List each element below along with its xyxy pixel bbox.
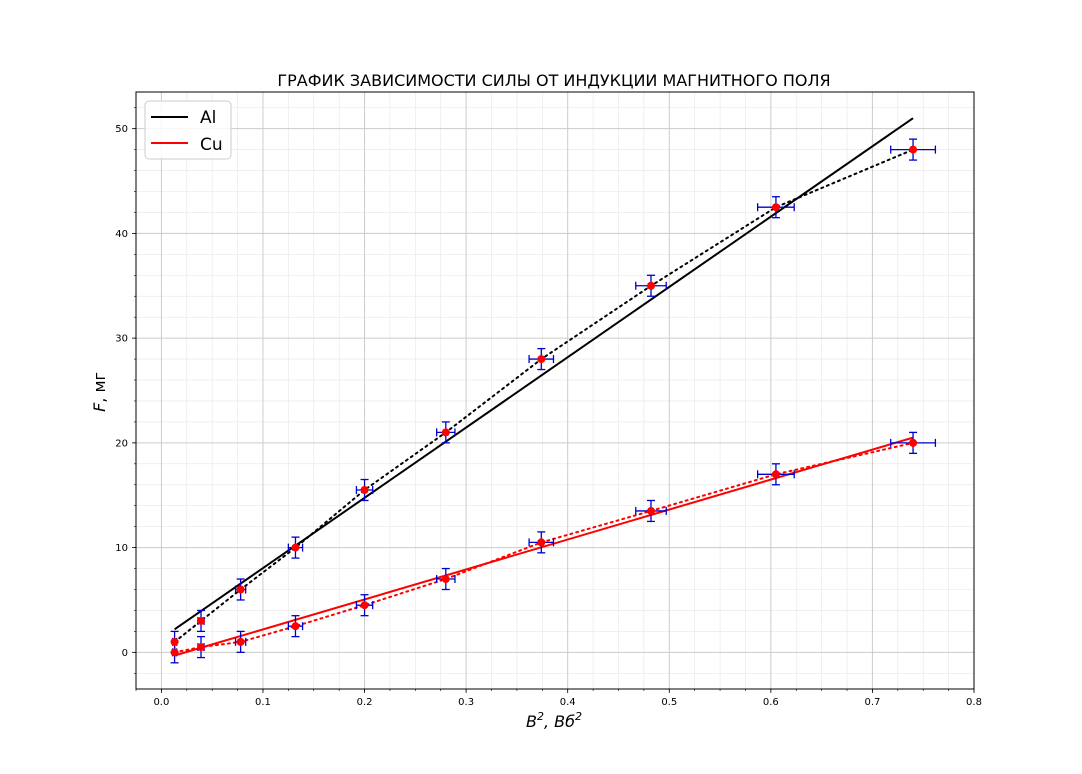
grid	[135, 92, 975, 689]
x-tick-label: 0.3	[458, 697, 474, 708]
legend-box	[144, 100, 232, 160]
legend-label-al: Al	[200, 108, 216, 128]
x-tick-label: 0.7	[864, 697, 880, 708]
data-point-cu	[909, 438, 918, 447]
chart-title: ГРАФИК ЗАВИСИМОСТИ СИЛЫ ОТ ИНДУКЦИИ МАГН…	[277, 71, 830, 90]
data-point-al	[197, 616, 206, 625]
fit-line-cu	[174, 436, 914, 657]
fit-line-al	[174, 117, 914, 631]
y-tick-label: 40	[115, 229, 128, 240]
data-point-al	[360, 486, 369, 494]
x-tick-label: 0.4	[560, 697, 576, 708]
legend-label-cu: Cu	[200, 135, 223, 155]
x-tick-label: 0.6	[763, 697, 779, 708]
data-point-al	[236, 585, 245, 594]
data-point-al	[537, 355, 546, 364]
data-points	[170, 145, 918, 657]
axis-ticks: 0.0 0.1 0.2 0.3 0.4 0.5 0.6 0.7 0.8 0 10 20 30 40 50	[115, 107, 982, 708]
data-point-al	[646, 281, 655, 290]
y-tick-label: 10	[115, 543, 128, 554]
x-tick-label: 0.8	[966, 697, 982, 708]
data-point-cu	[771, 470, 780, 479]
x-tick-label: 0.5	[661, 697, 677, 708]
y-tick-label: 50	[115, 124, 128, 135]
y-tick-label: 20	[115, 438, 128, 449]
y-tick-label: 0	[122, 648, 128, 659]
x-tick-label: 0.2	[357, 697, 373, 708]
dotted-line-al	[173, 148, 915, 643]
x-tick-label: 0.1	[255, 697, 271, 708]
data-point-cu	[537, 538, 546, 547]
plot-frame	[135, 91, 975, 690]
data-point-al	[170, 637, 179, 646]
data-point-cu	[441, 575, 450, 584]
data-point-al	[291, 543, 300, 552]
y-axis-label: F, мг	[90, 372, 109, 412]
data-point-cu	[646, 506, 655, 515]
dotted-lines	[173, 148, 915, 654]
legend: Al Cu	[144, 100, 232, 160]
data-point-al	[771, 203, 780, 212]
fit-lines	[174, 117, 914, 657]
data-point-al	[441, 428, 450, 437]
x-tick-label: 0.0	[153, 697, 169, 708]
data-point-al	[909, 145, 918, 154]
data-point-cu	[291, 622, 300, 631]
data-point-cu	[197, 643, 206, 652]
data-point-cu	[236, 637, 245, 646]
data-point-cu	[360, 601, 369, 610]
data-point-cu	[170, 648, 179, 657]
x-axis-label: B2, Вб2	[526, 710, 582, 731]
y-tick-label: 30	[115, 334, 128, 345]
